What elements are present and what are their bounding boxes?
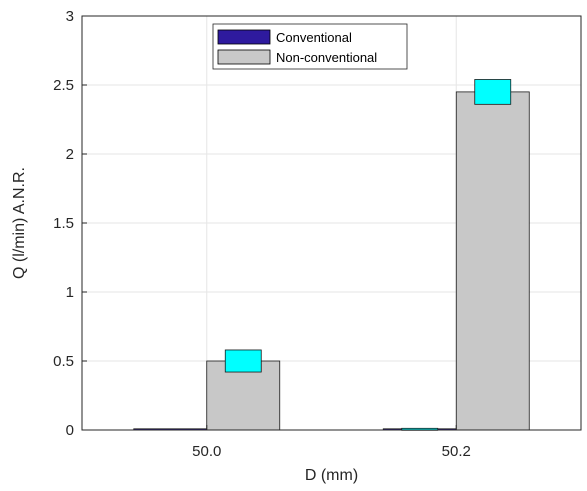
y-tick-label: 0.5 (53, 353, 74, 370)
y-tick-label: 0 (66, 422, 74, 439)
y-tick-label: 1.5 (53, 215, 74, 232)
x-tick-label: 50.0 (192, 443, 221, 460)
y-axis-title: Q (l/min) A.N.R. (11, 167, 28, 279)
y-tick-label: 2.5 (53, 77, 74, 94)
error-marker (474, 79, 512, 105)
bar-non-conventional-50-2 (455, 91, 530, 431)
error-markers (224, 79, 512, 431)
y-axis: 0 0.5 1 1.5 2 2.5 3 (53, 8, 87, 439)
y-tick-label: 1 (66, 284, 74, 301)
bar-non-conventional-50-0 (206, 360, 281, 431)
y-tick-label: 2 (66, 146, 74, 163)
legend-swatch-conventional (217, 29, 271, 45)
x-axis-title: D (mm) (305, 467, 358, 484)
error-marker (224, 349, 262, 373)
x-tick-label: 50.2 (442, 443, 471, 460)
legend-label-non-conventional: Non-conventional (276, 50, 377, 65)
legend-label-conventional: Conventional (276, 30, 352, 45)
x-axis: 50.0 50.2 (192, 425, 471, 460)
legend-swatch-non-conventional (217, 49, 271, 65)
legend: Conventional Non-conventional (212, 23, 408, 70)
y-tick-label: 3 (66, 8, 74, 25)
